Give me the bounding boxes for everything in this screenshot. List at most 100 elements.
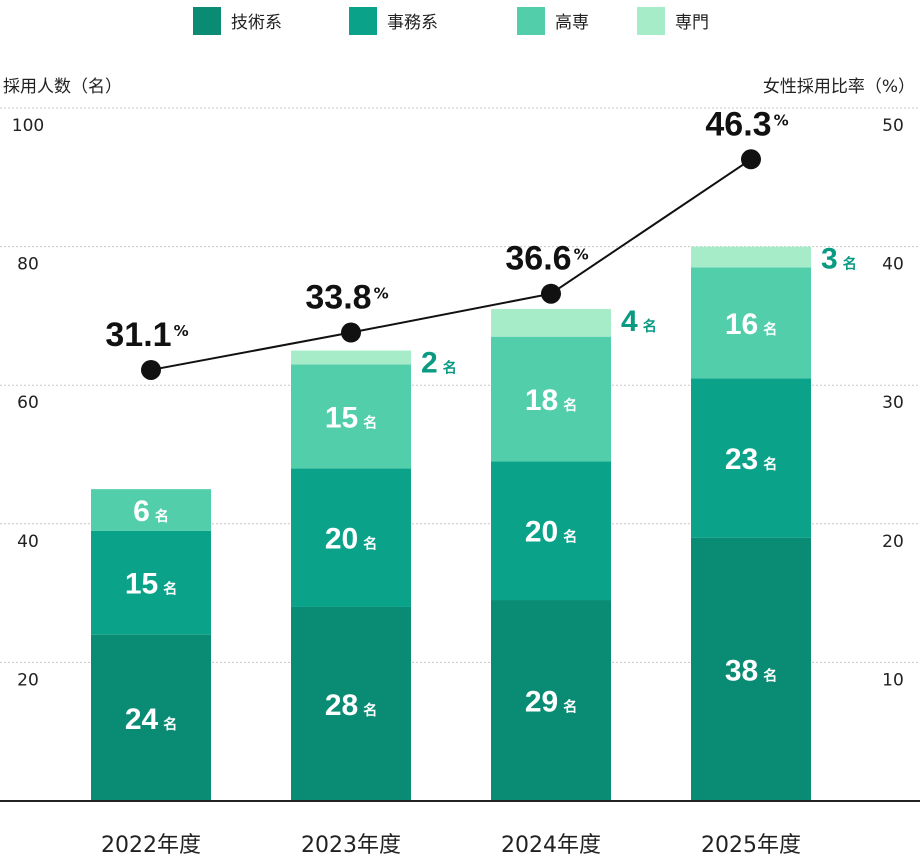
ratio-point	[141, 359, 161, 380]
bar-segment	[491, 336, 611, 462]
data-label: 18 名	[525, 384, 577, 417]
data-label-unit: 名	[443, 360, 457, 377]
ratio-label-unit: %	[774, 111, 789, 129]
x-tick-label: 2024年度	[501, 833, 601, 858]
data-label-unit: 名	[563, 397, 577, 414]
legend-swatch	[517, 7, 545, 35]
data-label-unit: 名	[843, 256, 857, 273]
data-label-value: 15	[125, 568, 158, 601]
data-label-value: 28	[325, 689, 358, 722]
y2-tick-label: 10	[882, 670, 904, 690]
y-tick-label: 60	[17, 393, 39, 413]
data-label: 24 名	[125, 703, 177, 736]
legend-swatch	[637, 7, 665, 35]
ratio-point	[341, 322, 361, 343]
bar-segment	[291, 606, 411, 801]
y-axis-title: 採用人数（名）	[3, 77, 122, 97]
bar-segment	[691, 246, 811, 268]
y-tick-label: 40	[17, 532, 39, 552]
data-label: 20 名	[525, 516, 577, 549]
x-tick-label: 2025年度	[701, 833, 801, 858]
legend-label: 事務系	[387, 13, 438, 33]
ratio-label-value: 31.1	[105, 316, 171, 354]
ratio-label-unit: %	[574, 246, 589, 264]
ratio-point	[741, 149, 761, 170]
legend-swatch	[193, 7, 221, 35]
y2-tick-label: 30	[882, 393, 904, 413]
y-tick-label: 20	[17, 670, 39, 690]
bar-segment	[291, 350, 411, 365]
ratio-label-unit: %	[174, 322, 189, 340]
bar-segment	[291, 364, 411, 469]
bar-segment	[91, 530, 211, 635]
data-label-value: 16	[725, 308, 758, 341]
bar-segment	[691, 267, 811, 379]
data-label-unit: 名	[163, 716, 177, 733]
bar-segment	[291, 468, 411, 607]
data-label-value: 38	[725, 654, 758, 687]
data-label-unit: 名	[763, 321, 777, 338]
data-label: 28 名	[325, 689, 377, 722]
data-label-unit: 名	[363, 702, 377, 719]
y2-tick-label: 50	[882, 116, 904, 136]
legend-label: 技術系	[231, 13, 282, 33]
data-label-unit: 名	[363, 414, 377, 431]
data-label-unit: 名	[155, 508, 169, 525]
bar-segment	[491, 461, 611, 601]
data-label-value: 6	[133, 495, 150, 528]
bar-segment	[91, 634, 211, 801]
data-label-value: 18	[525, 384, 558, 417]
legend-label: 専門	[675, 13, 709, 33]
legend-label: 高専	[555, 13, 589, 33]
data-label-unit: 名	[363, 536, 377, 553]
data-label-value: 4	[621, 305, 638, 338]
bar-segment	[491, 600, 611, 801]
legend-swatch	[349, 7, 377, 35]
ratio-label-value: 46.3	[705, 105, 771, 143]
bar-segment	[691, 537, 811, 801]
bar-segment	[91, 489, 211, 531]
y-tick-label: 80	[17, 255, 39, 275]
data-label: 16 名	[725, 308, 777, 341]
ratio-label-unit: %	[374, 285, 389, 303]
y2-tick-label: 40	[882, 255, 904, 275]
data-label: 23 名	[725, 443, 777, 476]
data-label-unit: 名	[563, 529, 577, 546]
data-label-value: 23	[725, 443, 758, 476]
y-tick-label: 100	[12, 116, 44, 136]
ratio-label-value: 33.8	[305, 279, 371, 317]
data-label-value: 15	[325, 401, 358, 434]
data-label-unit: 名	[763, 667, 777, 684]
data-label-value: 20	[525, 516, 558, 549]
ratio-label: 33.8%	[305, 279, 388, 317]
ratio-label: 46.3%	[705, 105, 788, 143]
x-tick-label: 2023年度	[301, 833, 401, 858]
ratio-label-value: 36.6	[505, 240, 571, 278]
ratio-line	[150, 158, 752, 371]
data-label-value: 3	[821, 243, 838, 276]
data-label: 20 名	[325, 523, 377, 556]
data-label-unit: 名	[763, 456, 777, 473]
x-tick-label: 2022年度	[101, 833, 201, 858]
data-label-unit: 名	[563, 699, 577, 716]
data-label: 29 名	[525, 686, 577, 719]
data-label-unit: 名	[163, 581, 177, 598]
data-label-value: 20	[325, 523, 358, 556]
data-label-unit: 名	[643, 318, 657, 335]
y2-axis-title: 女性採用比率（%）	[763, 77, 915, 97]
y2-tick-label: 20	[882, 532, 904, 552]
ratio-point	[541, 283, 561, 304]
data-label: 15 名	[125, 568, 177, 601]
data-label-value: 29	[525, 686, 558, 719]
bar-segment	[491, 308, 611, 337]
bar-segment	[691, 378, 811, 538]
data-label: 38 名	[725, 654, 777, 687]
data-label: 15 名	[325, 401, 377, 434]
data-label-value: 2	[421, 347, 438, 380]
